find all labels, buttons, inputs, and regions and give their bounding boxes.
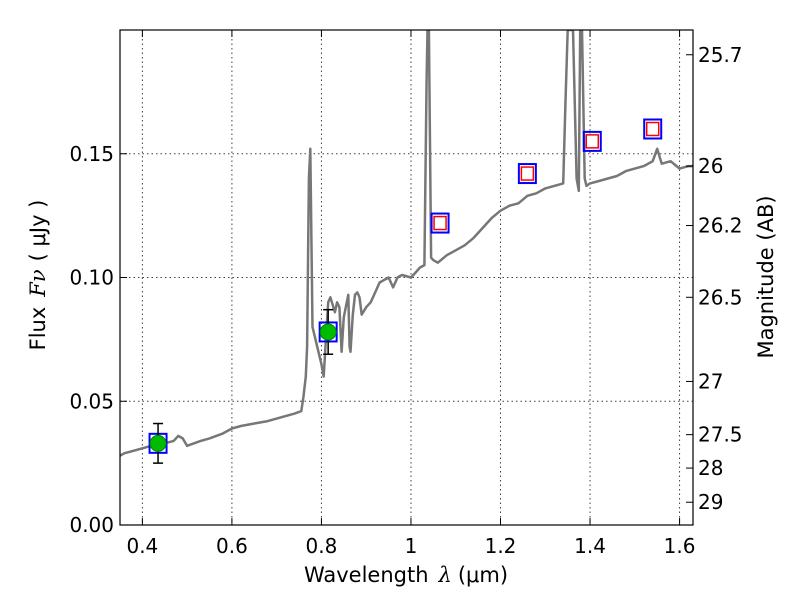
model-photometry-marker	[430, 212, 450, 234]
y2-axis-ticks: 25.7 26 26.2 26.5 27 27.5 28 29	[686, 43, 743, 514]
grid	[120, 30, 693, 525]
model-photometry-marker	[582, 130, 602, 152]
spectrum-line	[120, 30, 693, 457]
upper-limit-marker	[520, 166, 535, 181]
y2-axis-label: Magnitude (AB)	[754, 195, 778, 358]
x-tick-label: 1.6	[664, 534, 696, 558]
y2-tick-label: 25.7	[698, 43, 743, 67]
y-tick-label: 0.15	[69, 142, 114, 166]
x-tick-label: 0.4	[126, 534, 158, 558]
photometry-layer	[148, 118, 663, 464]
y-tick-label: 0.05	[69, 389, 114, 413]
y-axis-label: FluxFν( μJy )	[26, 200, 50, 351]
model-photometry-marker	[643, 118, 663, 140]
y-axis-ticks: 0.00 0.05 0.10 0.15	[69, 142, 127, 537]
x-tick-label: 0.6	[216, 534, 248, 558]
y2-tick-label: 28	[698, 456, 723, 480]
observed-point	[319, 323, 337, 341]
x-axis-label: Wavelength λ (μm)	[304, 563, 508, 587]
y2-tick-label: 26	[698, 154, 723, 178]
x-tick-label: 1.4	[574, 534, 606, 558]
x-tick-label: 1.2	[485, 534, 517, 558]
x-axis-ticks: 0.4 0.6 0.8 1 1.2 1.4 1.6	[126, 30, 695, 558]
upper-limit-marker	[585, 134, 600, 149]
y2-tick-label: 26.5	[698, 285, 743, 309]
observed-point	[149, 434, 167, 452]
model-photometry-marker	[517, 163, 537, 185]
y2-tick-label: 26.2	[698, 214, 743, 238]
spectrum-layer	[120, 30, 693, 457]
y2-tick-label: 27	[698, 369, 723, 393]
x-tick-label: 1	[405, 534, 418, 558]
y-tick-label: 0.10	[69, 266, 114, 290]
y-tick-label: 0.00	[69, 513, 114, 537]
x-tick-label: 0.8	[306, 534, 338, 558]
y2-tick-label: 29	[698, 490, 723, 514]
y2-tick-label: 27.5	[698, 423, 743, 447]
upper-limit-marker	[433, 215, 447, 231]
upper-limit-marker	[645, 121, 660, 137]
